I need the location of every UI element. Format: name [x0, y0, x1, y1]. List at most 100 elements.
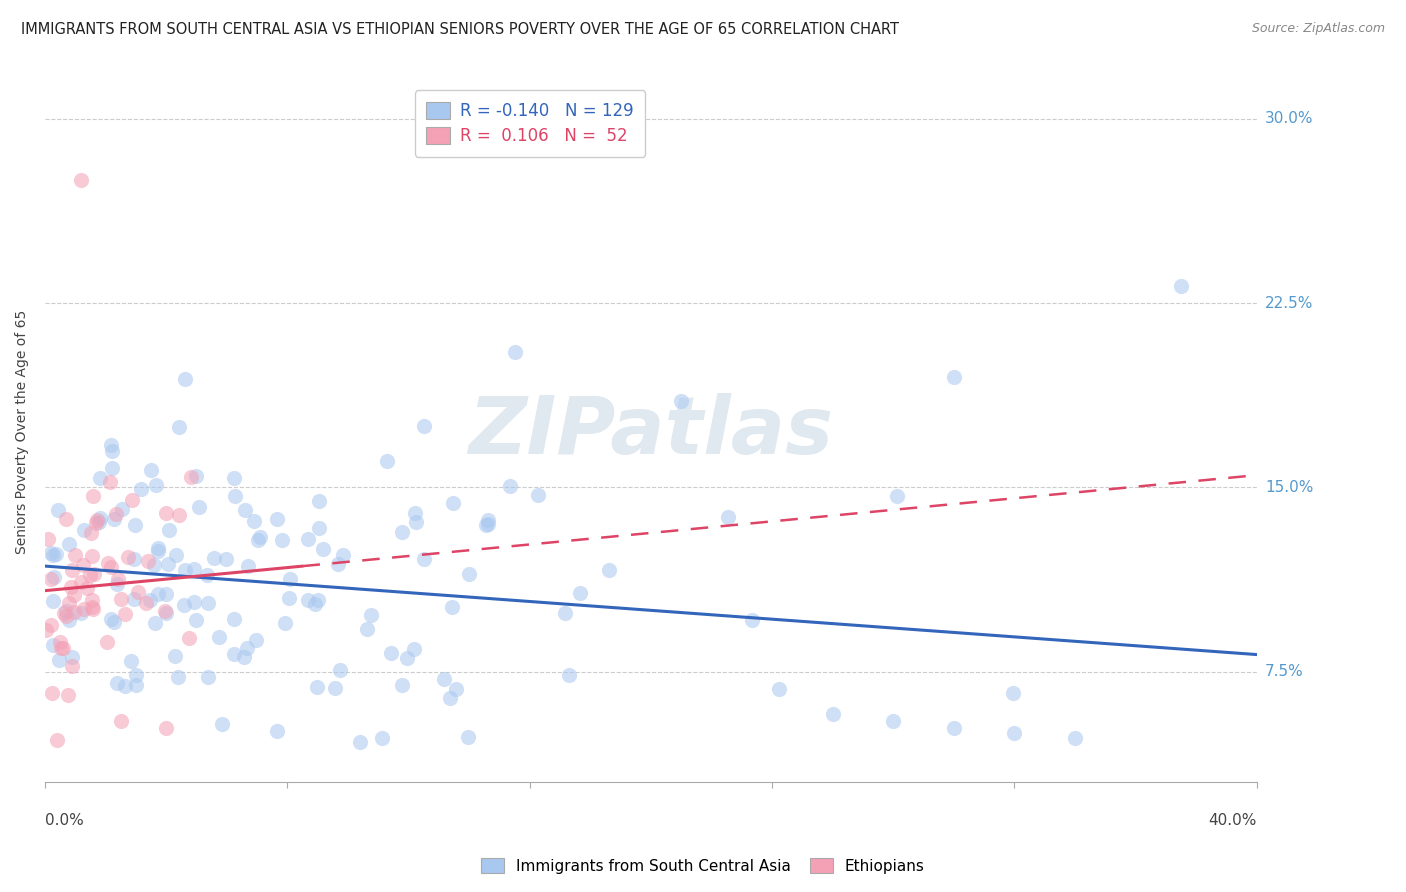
- Point: [266, 723, 288, 738]
- Point: [173, 599, 195, 613]
- Point: [499, 479, 522, 493]
- Point: [82, 599, 104, 614]
- Point: [42, 638, 65, 652]
- Point: [404, 506, 426, 520]
- Point: [305, 680, 328, 694]
- Point: [70, 607, 93, 621]
- Point: [100, 612, 122, 626]
- Point: [391, 678, 413, 692]
- Point: [157, 557, 180, 571]
- Point: [110, 592, 132, 607]
- Point: [39, 572, 62, 586]
- Point: [69, 574, 91, 589]
- Point: [554, 607, 576, 621]
- Point: [273, 615, 295, 630]
- Point: [558, 667, 581, 681]
- Point: [139, 463, 162, 477]
- Point: [82, 601, 104, 615]
- Point: [174, 563, 197, 577]
- Point: [245, 633, 267, 648]
- Point: [211, 716, 233, 731]
- Point: [155, 607, 177, 621]
- Point: [187, 500, 209, 514]
- Point: [146, 544, 169, 558]
- Point: [104, 507, 127, 521]
- Point: [124, 517, 146, 532]
- Point: [136, 554, 159, 568]
- Point: [155, 506, 177, 520]
- Point: [443, 496, 465, 510]
- Point: [942, 369, 965, 384]
- Point: [73, 523, 96, 537]
- Point: [70, 173, 93, 187]
- Point: [405, 515, 427, 529]
- Point: [332, 548, 354, 562]
- Point: [297, 592, 319, 607]
- Legend: R = -0.140   N = 129, R =  0.106   N =  52: R = -0.140 N = 129, R = 0.106 N = 52: [415, 90, 645, 157]
- Point: [60, 649, 83, 664]
- Point: [42, 570, 65, 584]
- Text: 30.0%: 30.0%: [1265, 112, 1313, 127]
- Point: [58, 537, 80, 551]
- Text: IMMIGRANTS FROM SOUTH CENTRAL ASIA VS ETHIOPIAN SENIORS POVERTY OVER THE AGE OF : IMMIGRANTS FROM SOUTH CENTRAL ASIA VS ET…: [21, 22, 898, 37]
- Point: [107, 572, 129, 586]
- Point: [76, 581, 98, 595]
- Point: [84, 516, 107, 531]
- Point: [55, 609, 77, 624]
- Point: [155, 587, 177, 601]
- Point: [96, 635, 118, 649]
- Point: [186, 613, 208, 627]
- Text: 7.5%: 7.5%: [1265, 665, 1303, 680]
- Point: [98, 475, 121, 490]
- Point: [58, 596, 80, 610]
- Point: [142, 558, 165, 572]
- Point: [157, 524, 180, 538]
- Point: [120, 654, 142, 668]
- Point: [60, 658, 83, 673]
- Point: [166, 670, 188, 684]
- Point: [58, 613, 80, 627]
- Point: [72, 558, 94, 572]
- Point: [297, 533, 319, 547]
- Point: [165, 548, 187, 562]
- Point: [440, 599, 463, 614]
- Point: [323, 681, 346, 695]
- Point: [503, 345, 526, 359]
- Point: [146, 587, 169, 601]
- Point: [63, 605, 86, 619]
- Point: [184, 469, 207, 483]
- Point: [266, 511, 288, 525]
- Point: [97, 556, 120, 570]
- Point: [942, 721, 965, 735]
- Point: [83, 566, 105, 581]
- Point: [180, 469, 202, 483]
- Point: [278, 572, 301, 586]
- Point: [122, 592, 145, 607]
- Point: [107, 577, 129, 591]
- Point: [129, 482, 152, 496]
- Point: [41, 593, 63, 607]
- Point: [446, 682, 468, 697]
- Point: [63, 548, 86, 562]
- Point: [821, 706, 844, 721]
- Point: [100, 560, 122, 574]
- Point: [82, 549, 104, 563]
- Point: [233, 650, 256, 665]
- Point: [167, 508, 190, 522]
- Point: [42, 548, 65, 562]
- Text: 40.0%: 40.0%: [1209, 813, 1257, 828]
- Point: [329, 663, 352, 677]
- Point: [89, 515, 111, 529]
- Point: [56, 688, 79, 702]
- Point: [278, 591, 301, 605]
- Point: [458, 567, 481, 582]
- Point: [39, 618, 62, 632]
- Point: [222, 612, 245, 626]
- Point: [768, 681, 790, 696]
- Point: [391, 524, 413, 539]
- Point: [307, 593, 329, 607]
- Text: 15.0%: 15.0%: [1265, 480, 1313, 495]
- Point: [215, 552, 238, 566]
- Point: [100, 438, 122, 452]
- Point: [1001, 686, 1024, 700]
